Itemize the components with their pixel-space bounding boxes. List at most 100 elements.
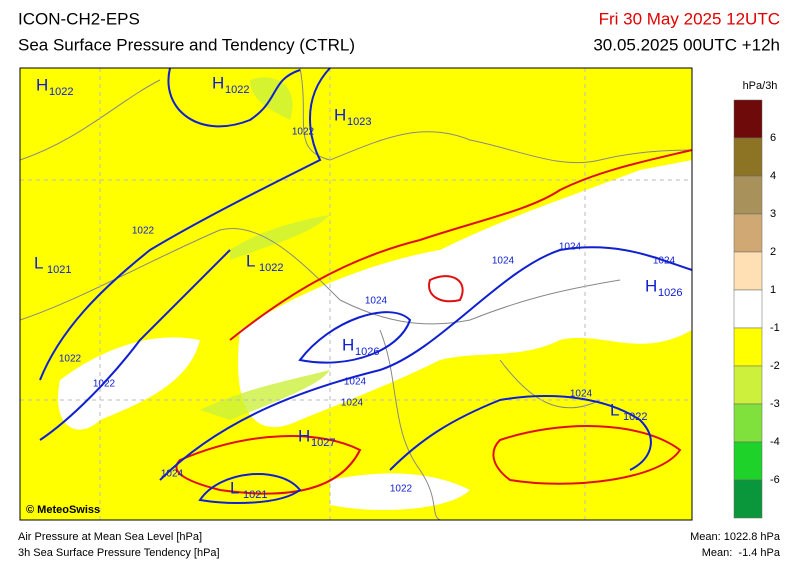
center-value: 1022 bbox=[259, 262, 283, 274]
tendency-contours bbox=[175, 149, 693, 495]
mean-label: Mean: -1.4 hPa bbox=[702, 547, 781, 559]
colorbar-label: 3 bbox=[770, 208, 776, 220]
colorbar-label: -6 bbox=[770, 474, 780, 486]
copyright: © MeteoSwiss bbox=[26, 504, 100, 516]
center-value: 1026 bbox=[658, 287, 682, 299]
colorbar-box bbox=[733, 289, 763, 329]
isobar-label: 1024 bbox=[344, 377, 367, 388]
colorbar-box bbox=[733, 327, 763, 367]
valid-time: Fri 30 May 2025 12UTC bbox=[599, 9, 780, 28]
colorbar-label: 6 bbox=[770, 132, 776, 144]
map-title: Sea Surface Pressure and Tendency (CTRL) bbox=[18, 35, 355, 54]
isobar-label: 1024 bbox=[559, 242, 582, 253]
colorbar-label: 4 bbox=[770, 170, 776, 182]
pressure-center: L 1022 bbox=[246, 251, 283, 273]
layer-label: 3h Sea Surface Pressure Tendency [hPa] bbox=[18, 547, 220, 559]
border bbox=[379, 329, 601, 521]
isobar-label: 1022 bbox=[93, 379, 116, 390]
pressure-center: L 1022 bbox=[610, 400, 647, 422]
run-time: 30.05.2025 00UTC +12h bbox=[593, 35, 780, 54]
center-letter: L bbox=[610, 400, 619, 419]
isobar-label: 1024 bbox=[161, 469, 184, 480]
green-area bbox=[230, 215, 330, 260]
center-value: 1022 bbox=[49, 86, 73, 98]
tendency-contour bbox=[229, 149, 693, 341]
center-letter: H bbox=[334, 105, 346, 124]
colorbar-box bbox=[733, 137, 763, 177]
layer-label: Air Pressure at Mean Sea Level [hPa] bbox=[18, 531, 202, 543]
isobar-label: 1024 bbox=[341, 398, 364, 409]
colorbar-label: 1 bbox=[770, 284, 776, 296]
isobar-label: 1024 bbox=[570, 389, 593, 400]
isobar bbox=[159, 246, 693, 481]
isobar-label: 1022 bbox=[59, 354, 82, 365]
isobar bbox=[389, 395, 652, 471]
colorbar-box bbox=[733, 251, 763, 291]
white-area bbox=[330, 473, 470, 510]
isobar-label: 1022 bbox=[390, 484, 413, 495]
white-area bbox=[58, 337, 201, 430]
center-letter: L bbox=[34, 253, 43, 272]
map-frame bbox=[19, 67, 693, 521]
isobar bbox=[39, 67, 331, 381]
pressure-center: L 1021 bbox=[230, 478, 267, 500]
graticule bbox=[20, 68, 692, 520]
pressure-center: L 1021 bbox=[34, 253, 71, 275]
tendency-contour bbox=[175, 435, 362, 495]
isobars bbox=[39, 67, 693, 504]
pressure-center: H 1026 bbox=[645, 276, 682, 298]
isobar bbox=[198, 473, 302, 504]
center-value: 1022 bbox=[623, 411, 647, 423]
colorbar-unit: hPa/3h bbox=[743, 80, 778, 92]
isobar-label: 1024 bbox=[653, 256, 676, 267]
isobar bbox=[39, 249, 231, 441]
colorbar-label: -2 bbox=[770, 360, 780, 372]
center-letter: L bbox=[230, 478, 239, 497]
isobar-label: 1022 bbox=[292, 127, 315, 138]
center-value: 1026 bbox=[355, 346, 379, 358]
map-area bbox=[19, 67, 693, 521]
colorbar-label: 2 bbox=[770, 246, 776, 258]
colorbar-label: -3 bbox=[770, 398, 780, 410]
tendency-contour bbox=[492, 425, 682, 485]
borders bbox=[19, 67, 693, 521]
center-letter: H bbox=[645, 276, 657, 295]
colorbar-box bbox=[733, 441, 763, 481]
colorbar: hPa/3h 6 4 3 2 1 -1 -2 -3 -4 -6 bbox=[733, 80, 780, 519]
center-letter: H bbox=[298, 426, 310, 445]
center-letter: H bbox=[212, 73, 224, 92]
green-area bbox=[200, 370, 330, 420]
colorbar-label: -4 bbox=[770, 436, 780, 448]
mean-label: Mean: 1022.8 hPa bbox=[690, 531, 781, 543]
isobar-label: 1024 bbox=[492, 256, 515, 267]
colorbar-box bbox=[733, 403, 763, 443]
center-letter: H bbox=[342, 335, 354, 354]
border bbox=[19, 67, 693, 164]
colorbar-box bbox=[733, 175, 763, 215]
model-name: ICON-CH2-EPS bbox=[18, 9, 140, 28]
colorbar-box bbox=[733, 479, 763, 519]
pressure-center: H 1022 bbox=[36, 75, 73, 97]
pressure-center: H 1023 bbox=[334, 105, 371, 127]
isobar-label: 1022 bbox=[132, 226, 155, 237]
center-value: 1023 bbox=[347, 116, 371, 128]
colorbar-label: -1 bbox=[770, 322, 780, 334]
center-value: 1027 bbox=[311, 437, 335, 449]
center-value: 1022 bbox=[225, 84, 249, 96]
colorbar-box bbox=[733, 99, 763, 139]
isobar bbox=[298, 311, 412, 364]
center-value: 1021 bbox=[243, 489, 267, 501]
center-letter: L bbox=[246, 251, 255, 270]
colorbar-box bbox=[733, 213, 763, 253]
pressure-center: H 1022 bbox=[212, 73, 249, 95]
pressure-center: H 1026 bbox=[342, 335, 379, 357]
border bbox=[19, 228, 621, 325]
colorbar-box bbox=[733, 365, 763, 405]
pressure-center: H 1027 bbox=[298, 426, 335, 448]
isobar bbox=[167, 67, 301, 128]
center-value: 1021 bbox=[47, 264, 71, 276]
center-letter: H bbox=[36, 75, 48, 94]
